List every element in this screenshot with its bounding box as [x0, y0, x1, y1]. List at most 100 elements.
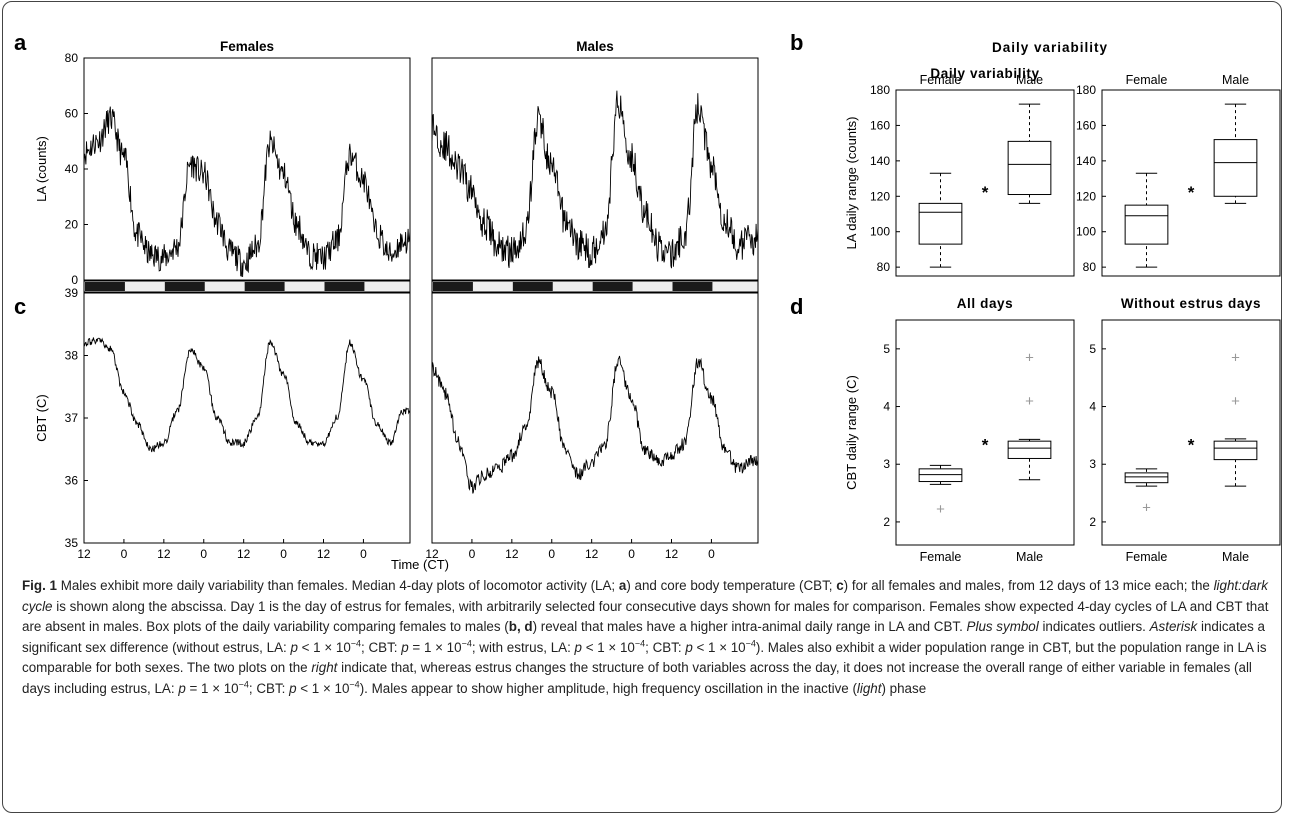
y-tick-label: 4	[883, 400, 890, 414]
light-dark-bar-females	[83, 280, 411, 293]
caption-text: ). Males appear to show higher amplitude…	[359, 680, 857, 696]
x-tick-label: 0	[200, 547, 207, 561]
caption-text: < 1 × 10	[297, 639, 351, 655]
y-tick-label: 20	[65, 218, 79, 232]
caption-exponent: −4	[461, 638, 472, 649]
caption-p: p	[290, 639, 298, 655]
y-axis-label: CBT daily range (C)	[844, 375, 859, 490]
panel-letter-a: a	[14, 30, 27, 55]
y-tick-label: 160	[870, 118, 890, 132]
y-tick-label: 4	[1089, 400, 1096, 414]
caption-text: is shown along the abscissa. Day 1 is th…	[22, 598, 1269, 635]
y-tick-label: 180	[870, 83, 890, 97]
outlier-marker: +	[936, 501, 945, 518]
caption-text: < 1 × 10	[692, 639, 746, 655]
figure-canvas: a b c d Daily variability 020406080Femal…	[14, 30, 1281, 572]
y-tick-label: 39	[65, 286, 79, 300]
panel-title: Without estrus days	[1121, 296, 1261, 311]
box	[1007, 140, 1052, 196]
caption-italic: light	[856, 680, 882, 696]
box	[1213, 440, 1258, 461]
caption-text: ; CBT:	[248, 680, 290, 696]
caption-p: p	[574, 639, 582, 655]
significance-asterisk: *	[982, 183, 989, 202]
dark-phase	[512, 282, 553, 291]
category-label: Female	[1126, 550, 1168, 564]
outlier-marker: +	[1025, 350, 1034, 367]
caption-italic: right	[311, 660, 338, 675]
caption-text: = 1 × 10	[185, 680, 239, 696]
box	[1213, 139, 1258, 197]
y-tick-label: 37	[65, 411, 79, 425]
x-tick-label: 12	[425, 547, 439, 561]
y-tick-label: 180	[1076, 83, 1096, 97]
caption-exponent: −4	[349, 679, 360, 690]
caption-p: p	[178, 680, 186, 696]
y-tick-label: 100	[870, 225, 890, 239]
plot-area	[431, 292, 759, 544]
x-tick-label: 0	[708, 547, 715, 561]
caption-italic: Plus symbol	[966, 619, 1039, 634]
caption-italic: light:dark cycle	[22, 578, 1268, 614]
dark-phase	[672, 282, 713, 291]
x-tick-label: 12	[157, 547, 171, 561]
box	[1124, 472, 1169, 484]
significance-asterisk: *	[982, 436, 989, 455]
box	[1124, 204, 1169, 245]
boxplot-cbt-without-estrus: 2 3 4 5 Without estrus days Female + Male + + *	[1089, 296, 1281, 564]
panel-b-title: Daily variability	[992, 40, 1108, 55]
box	[1007, 440, 1052, 459]
figure-caption: Fig. 1 Males exhibit more daily variabil…	[22, 576, 1272, 699]
y-tick-label: 0	[71, 273, 78, 287]
y-tick-label: 120	[1076, 189, 1096, 203]
x-tick-label: 12	[505, 547, 519, 561]
y-tick-label: 3	[1089, 457, 1096, 471]
boxplot-la-without-estrus: 80 100 120 140 160 180 Female Male *	[1076, 73, 1281, 277]
plot-area	[431, 57, 759, 281]
panel-title: Daily variability	[930, 66, 1039, 81]
panel-letter-b: b	[790, 30, 803, 55]
y-tick-label: 80	[1083, 260, 1097, 274]
plot-area	[895, 319, 1075, 546]
x-tick-label: 0	[360, 547, 367, 561]
caption-text: Males exhibit more daily variability tha…	[56, 578, 619, 593]
chart-cbt-females: 35 36 37 38 39 12 0 12 0 12 0 12 0 CBT (C)	[34, 286, 411, 561]
y-tick-label: 140	[870, 154, 890, 168]
y-axis-label: LA (counts)	[34, 136, 49, 202]
category-label: Male	[1222, 550, 1249, 564]
caption-text: < 1 × 10	[296, 680, 350, 696]
y-tick-label: 35	[65, 536, 79, 550]
caption-text: ; CBT:	[645, 639, 686, 655]
caption-exponent: −4	[634, 638, 646, 649]
panel-title: Males	[576, 39, 614, 54]
outlier-marker: +	[1025, 393, 1034, 410]
x-tick-label: 12	[585, 547, 599, 561]
significance-asterisk: *	[1188, 436, 1195, 455]
plot-area	[1101, 319, 1281, 546]
chart-la-males: Males	[431, 39, 759, 281]
series-line	[83, 106, 411, 278]
series-line	[431, 90, 759, 269]
caption-text: indicates outliers.	[1038, 619, 1150, 634]
y-tick-label: 36	[65, 474, 79, 488]
x-tick-label: 12	[665, 547, 679, 561]
y-axis-label: CBT (C)	[34, 394, 49, 441]
dark-phase	[324, 282, 365, 291]
y-tick-label: 100	[1076, 225, 1096, 239]
x-tick-label: 0	[121, 547, 128, 561]
caption-ref-c: c	[836, 578, 844, 593]
category-label: Male	[1222, 73, 1249, 87]
series-line	[83, 337, 411, 453]
boxplot-la-all-days: 80 100 120 140 160 180 Daily variability LA dai…	[844, 66, 1075, 277]
caption-p: p	[289, 680, 297, 696]
category-label: Male	[1016, 550, 1043, 564]
box	[918, 202, 963, 245]
caption-text: ) for all females and males, from 12 day…	[843, 578, 1214, 593]
caption-text: ) phase	[881, 680, 927, 696]
chart-la-females: 0 20 40 60 80 Females LA (counts)	[34, 39, 411, 287]
caption-text: ). Males also exhibit a wider population…	[22, 639, 1267, 676]
y-tick-label: 38	[65, 349, 79, 363]
y-tick-label: 5	[883, 342, 890, 356]
category-label: Female	[920, 550, 962, 564]
